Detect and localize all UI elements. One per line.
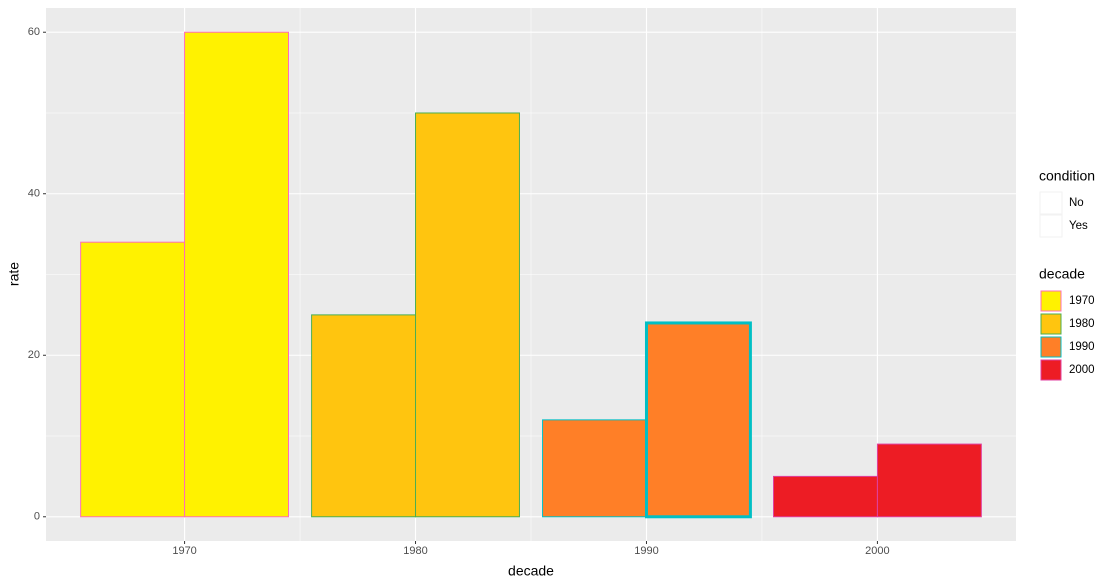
- bar: [80, 241, 186, 518]
- legend-title: condition: [1039, 168, 1095, 184]
- legend-key: [1040, 359, 1062, 381]
- y-axis-title: rate: [6, 262, 22, 286]
- y-tick-label: 20: [28, 349, 40, 361]
- bar: [876, 443, 982, 518]
- bar: [644, 321, 752, 519]
- legend-key: [1040, 290, 1062, 312]
- legend-title: decade: [1039, 266, 1085, 282]
- x-tick-label: 1980: [403, 545, 427, 557]
- bar: [415, 112, 520, 518]
- bar: [773, 475, 878, 518]
- legend-key: [1040, 313, 1062, 335]
- legend-key: [1039, 191, 1063, 215]
- y-tick-label: 40: [28, 188, 40, 200]
- x-tick-label: 2000: [865, 545, 889, 557]
- legend-key: [1040, 336, 1062, 358]
- x-tick-label: 1990: [634, 545, 658, 557]
- legend-label: 1990: [1069, 341, 1095, 353]
- legend-label: 2000: [1069, 364, 1095, 376]
- bar: [311, 314, 417, 518]
- legend-label: 1980: [1069, 318, 1095, 330]
- y-tick-label: 0: [34, 511, 40, 523]
- legend-label: No: [1069, 197, 1084, 209]
- x-tick-label: 1970: [172, 545, 196, 557]
- y-tick-label: 60: [28, 26, 40, 38]
- bar: [184, 31, 289, 518]
- legend-label: 1970: [1069, 295, 1095, 307]
- x-axis-title: decade: [508, 563, 554, 579]
- bar: [542, 419, 647, 518]
- legend-key: [1039, 214, 1063, 238]
- legend-label: Yes: [1069, 220, 1088, 232]
